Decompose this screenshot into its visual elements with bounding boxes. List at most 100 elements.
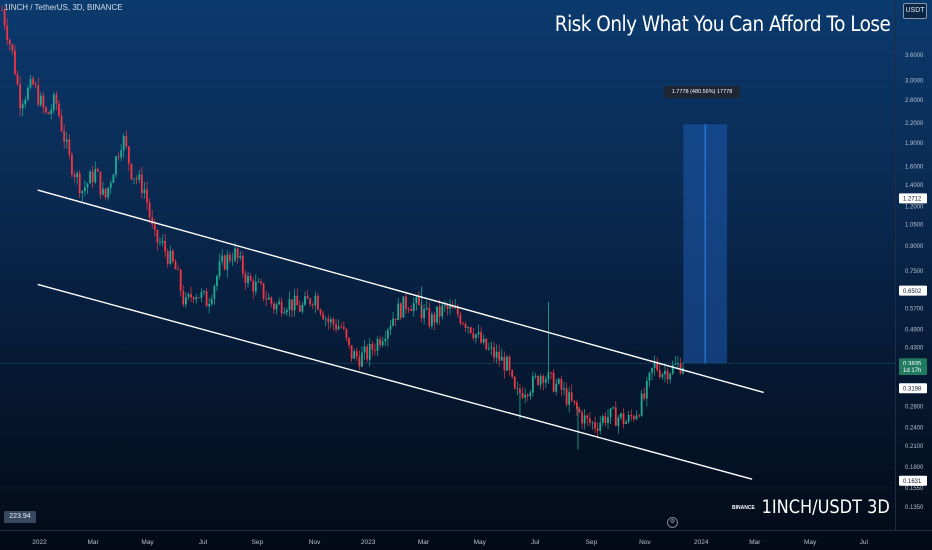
candle-body	[24, 99, 27, 105]
candle-body	[591, 422, 594, 424]
candle-body	[355, 351, 358, 357]
candle-body	[291, 299, 293, 311]
candle-body	[513, 376, 516, 389]
price-label-box	[899, 475, 927, 486]
candle-body	[280, 301, 283, 314]
candle-body	[197, 297, 200, 299]
candle-body	[161, 240, 164, 243]
candle-body	[418, 297, 420, 306]
candle-body	[81, 191, 84, 194]
candle-body	[68, 139, 71, 155]
candle-body	[405, 296, 407, 309]
trendline-lower[interactable]	[37, 283, 753, 480]
candle-body	[228, 254, 231, 261]
candle-body	[125, 136, 128, 147]
candle-body	[169, 250, 172, 264]
candle-body	[586, 415, 589, 419]
candle-body	[332, 319, 335, 325]
exchange-logo: BINANCE	[732, 505, 755, 511]
candle-body	[570, 392, 573, 401]
time-tick-label: Sep	[586, 539, 598, 546]
candle-body	[363, 346, 366, 353]
candle-body	[11, 44, 14, 51]
candle-body	[104, 188, 107, 198]
price-label-text: 0.3835	[903, 361, 922, 367]
candle-body	[456, 307, 459, 315]
price-tick-label: 2.6000	[905, 98, 924, 104]
candle-body	[366, 346, 369, 360]
candle-body	[625, 421, 628, 424]
candle-body	[184, 297, 187, 305]
candle-body	[91, 171, 94, 183]
candle-body	[376, 339, 379, 351]
candle-body	[231, 260, 234, 262]
candle-body	[614, 407, 617, 426]
candle-body	[402, 296, 405, 318]
price-tick-label: 0.9000	[905, 244, 924, 250]
candle-body	[71, 154, 73, 175]
candle-body	[531, 376, 534, 393]
price-tick-label: 1.4000	[905, 183, 924, 189]
price-tick-label: 0.5700	[905, 307, 924, 313]
candle-body	[350, 345, 353, 359]
candle-body	[37, 85, 40, 105]
candle-body	[34, 84, 37, 86]
candle-body	[423, 309, 426, 319]
candle-body	[583, 415, 586, 424]
price-grid	[0, 54, 895, 508]
candle-body	[462, 323, 464, 325]
candle-body	[26, 87, 29, 100]
candle-body	[627, 415, 630, 422]
candle-body	[89, 171, 91, 184]
price-tick-label: 3.6000	[905, 53, 924, 59]
candle-body	[208, 304, 211, 307]
candle-body	[666, 370, 669, 380]
candle-body	[443, 305, 446, 306]
candle-body	[166, 251, 169, 264]
candle-body	[143, 189, 146, 194]
candle-body	[410, 309, 413, 311]
candle-body	[179, 269, 182, 292]
candle-body	[524, 394, 527, 398]
candle-body	[384, 338, 387, 342]
candle-body	[449, 306, 451, 309]
candle-body	[428, 307, 431, 327]
settings-icon[interactable]: ⚙	[667, 517, 678, 528]
candle-body	[386, 329, 389, 339]
candle-body	[651, 367, 653, 373]
candle-body	[96, 168, 99, 172]
price-label-text: 0.3198	[903, 386, 922, 392]
candle-body	[6, 25, 9, 40]
candle-body	[487, 348, 490, 350]
currency-button[interactable]: USDT	[903, 3, 927, 19]
candle-body	[221, 255, 224, 262]
candle-body	[638, 415, 640, 417]
candle-body	[371, 343, 374, 350]
candle-body	[140, 174, 143, 194]
target-measure-label: 1.7778 (480.56%) 17778	[664, 86, 740, 98]
candle-body	[298, 305, 301, 312]
candle-body	[467, 327, 470, 328]
time-tick-label: Mar	[87, 539, 99, 546]
time-tick-label: May	[804, 539, 817, 546]
candle-body	[348, 337, 350, 346]
candle-body	[658, 370, 661, 378]
candle-body	[612, 407, 615, 409]
candle-body	[117, 156, 120, 158]
candle-body	[578, 408, 581, 413]
candle-body	[635, 415, 638, 420]
candle-body	[135, 178, 138, 180]
price-tick-label: 1.9000	[905, 141, 924, 147]
time-tick-label: Mar	[749, 539, 761, 546]
candle-body	[73, 174, 76, 177]
candle-body	[568, 392, 571, 405]
candle-body	[674, 363, 677, 365]
candle-body	[415, 297, 418, 304]
candle-body	[226, 254, 229, 270]
candles	[1, 5, 684, 450]
candle-body	[342, 326, 345, 329]
candle-body	[83, 187, 86, 192]
candle-body	[490, 347, 493, 349]
trendline-upper[interactable]	[37, 189, 764, 394]
